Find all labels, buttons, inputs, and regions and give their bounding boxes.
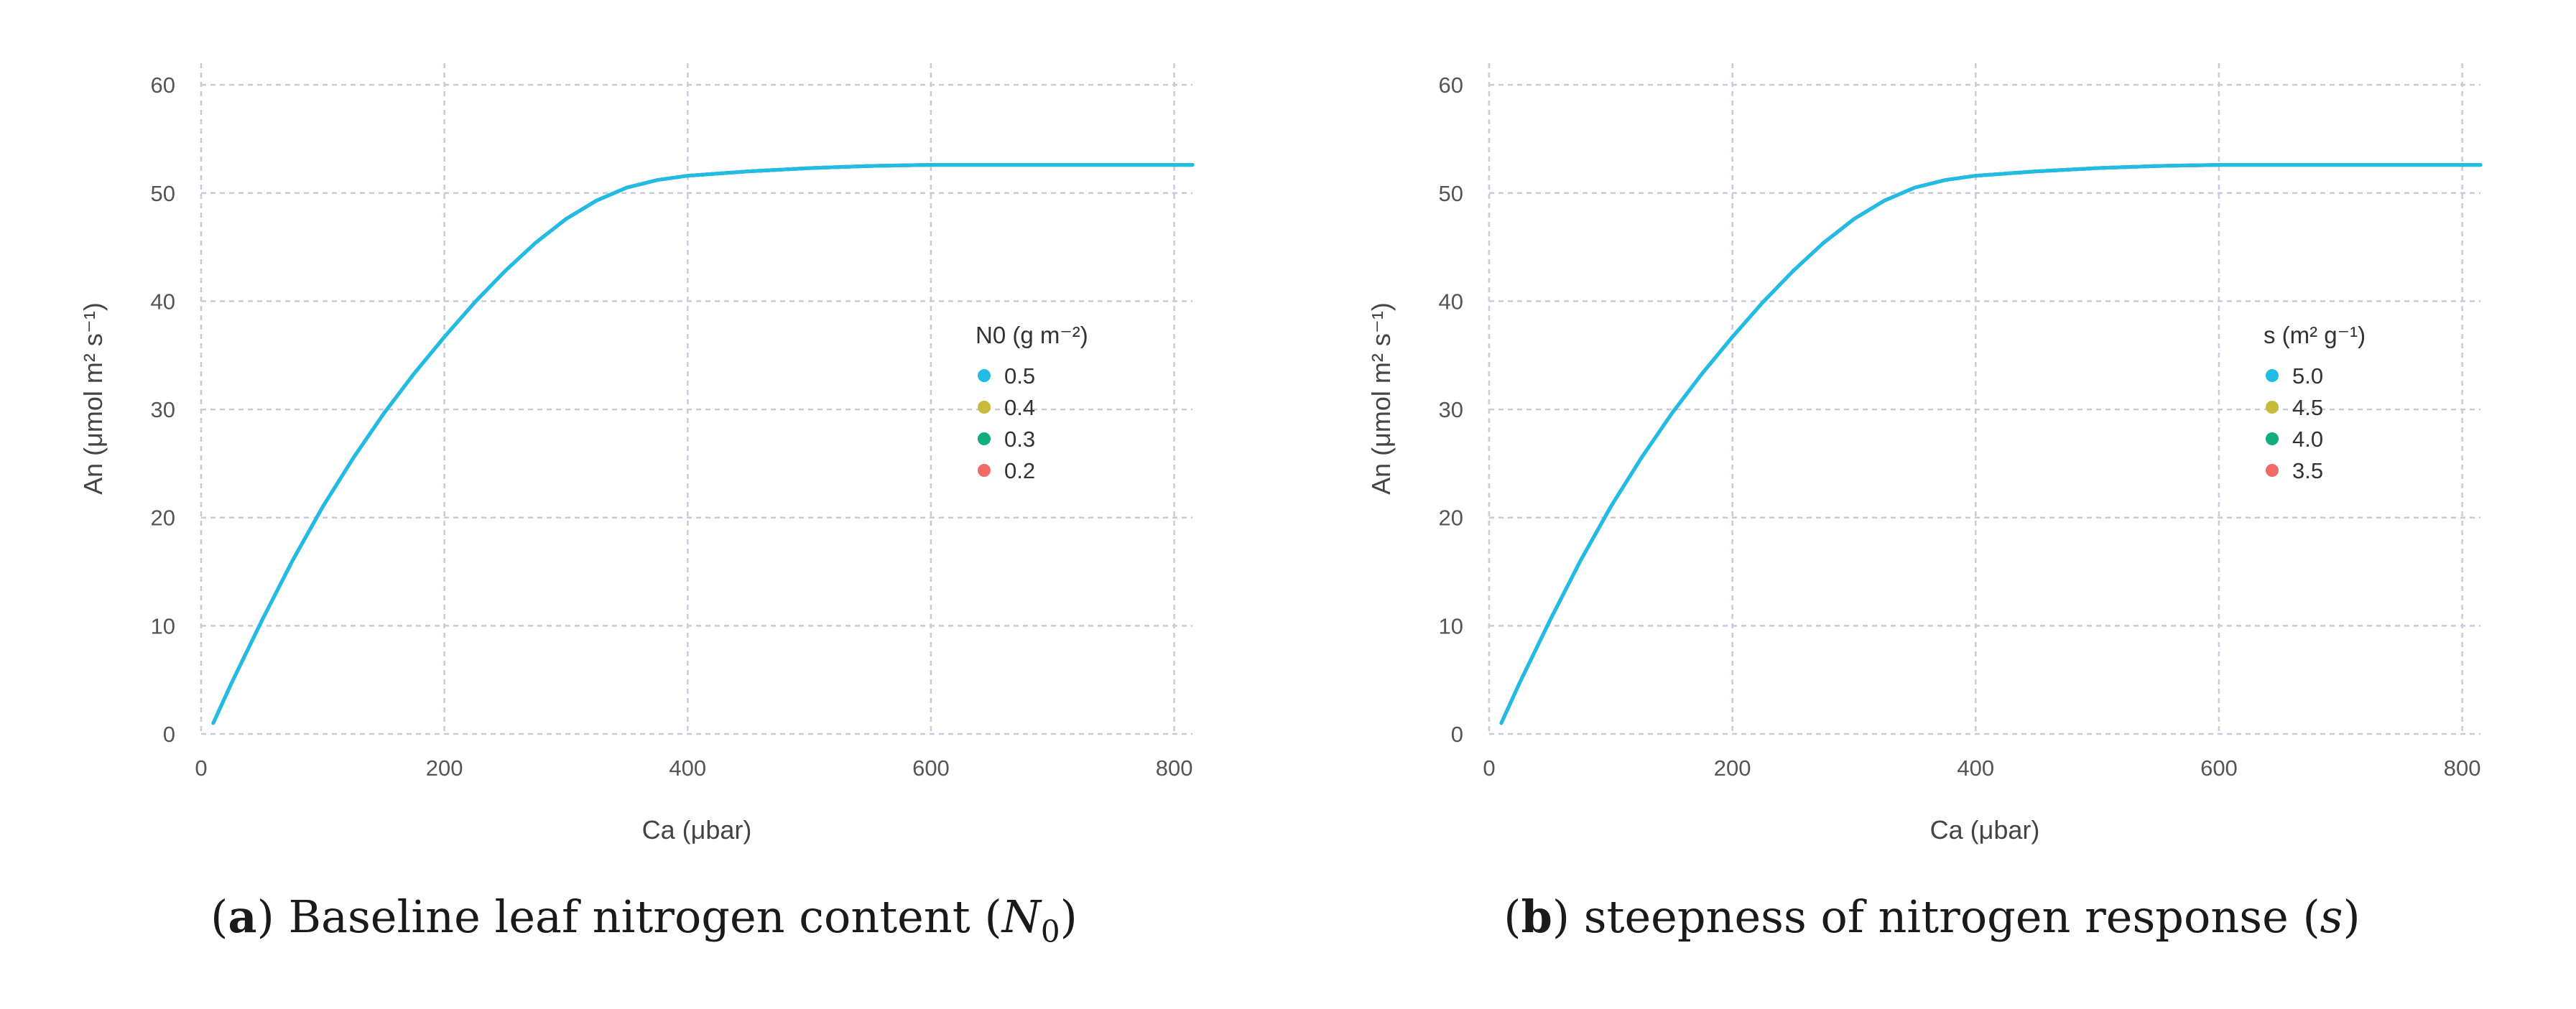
panel-a: 0 200 400 600 800 0 10 20 30 40 50 60 Ca (μbar) An (μ… xyxy=(78,63,1195,949)
caption-a-letter: a xyxy=(228,891,257,943)
b-xtick-label: 200 xyxy=(1714,755,1751,781)
a-x-axis-label: Ca (μbar) xyxy=(642,815,752,845)
b-series-line xyxy=(1499,163,2483,725)
b-legend-marker xyxy=(2266,401,2279,414)
a-series-line xyxy=(211,163,1195,725)
a-ytick-label: 10 xyxy=(151,613,175,638)
b-x-axis-label: Ca (μbar) xyxy=(1930,815,2040,845)
caption-a-symbol: N xyxy=(1001,891,1041,943)
b-legend-marker xyxy=(2266,432,2279,445)
a-xtick-label: 400 xyxy=(669,755,706,781)
a-ytick-label: 30 xyxy=(151,397,175,422)
caption-a-text: Baseline leaf nitrogen content xyxy=(288,891,970,943)
b-ytick-label: 60 xyxy=(1439,73,1463,98)
caption-b-symbol: s xyxy=(2320,891,2343,943)
b-xtick-label: 600 xyxy=(2200,755,2238,781)
b-ytick-label: 20 xyxy=(1439,506,1463,531)
caption-a: (a) Baseline leaf nitrogen content (N0) xyxy=(210,891,1078,949)
b-ytick-label: 40 xyxy=(1439,289,1463,314)
a-series-line xyxy=(211,163,1195,725)
a-legend-marker xyxy=(978,369,991,382)
chart-a: 0 200 400 600 800 0 10 20 30 40 50 60 Ca (μbar) An (μ… xyxy=(78,63,1195,845)
a-ytick-label: 50 xyxy=(151,181,175,206)
b-legend-marker xyxy=(2266,369,2279,382)
b-legend-label: 4.0 xyxy=(2292,427,2323,452)
a-ytick-label: 20 xyxy=(151,506,175,531)
a-legend-marker xyxy=(978,464,991,477)
caption-b: (b) steepness of nitrogen response (s) xyxy=(1504,891,2360,943)
a-legend-label: 0.2 xyxy=(1004,458,1035,483)
b-legend-label: 5.0 xyxy=(2292,363,2323,389)
b-legend-title: s (m² g⁻¹) xyxy=(2264,322,2366,348)
b-xtick-label: 0 xyxy=(1483,755,1495,781)
b-ytick-label: 0 xyxy=(1451,722,1463,747)
a-legend-label: 0.5 xyxy=(1004,363,1035,389)
a-legend-marker xyxy=(978,401,991,414)
a-y-axis-label: An (μmol m² s⁻¹) xyxy=(78,302,108,495)
b-ytick-label: 10 xyxy=(1439,613,1463,638)
a-xtick-label: 0 xyxy=(195,755,207,781)
b-series-line xyxy=(1499,163,2483,725)
b-ytick-label: 50 xyxy=(1439,181,1463,206)
a-xtick-label: 800 xyxy=(1156,755,1193,781)
a-ytick-label: 0 xyxy=(163,722,175,747)
chart-b: 0 200 400 600 800 0 10 20 30 40 50 60 Ca (μbar) An (μ… xyxy=(1366,63,2483,845)
a-ytick-label: 60 xyxy=(151,73,175,98)
b-series-line xyxy=(1499,163,2483,725)
b-legend-label: 4.5 xyxy=(2292,395,2323,420)
a-series-line xyxy=(211,163,1195,725)
b-xtick-label: 400 xyxy=(1957,755,1994,781)
a-ytick-label: 40 xyxy=(151,289,175,314)
b-xtick-label: 800 xyxy=(2444,755,2481,781)
a-legend-label: 0.4 xyxy=(1004,395,1035,420)
a-series-line xyxy=(211,163,1195,725)
caption-b-letter: b xyxy=(1521,891,1552,943)
a-legend-marker xyxy=(978,432,991,445)
b-legend-label: 3.5 xyxy=(2292,458,2323,483)
a-legend-title: N0 (g m⁻²) xyxy=(976,322,1088,348)
caption-a-sub: 0 xyxy=(1040,913,1060,949)
panel-b: 0 200 400 600 800 0 10 20 30 40 50 60 Ca (μbar) An (μ… xyxy=(1288,0,2576,1009)
b-ytick-label: 30 xyxy=(1439,397,1463,422)
b-y-axis-label: An (μmol m² s⁻¹) xyxy=(1366,302,1396,495)
caption-b-text: steepness of nitrogen response xyxy=(1583,891,2289,943)
a-xtick-label: 200 xyxy=(426,755,463,781)
b-series-line xyxy=(1499,163,2483,725)
a-legend-label: 0.3 xyxy=(1004,427,1035,452)
b-legend-marker xyxy=(2266,464,2279,477)
a-xtick-label: 600 xyxy=(912,755,950,781)
